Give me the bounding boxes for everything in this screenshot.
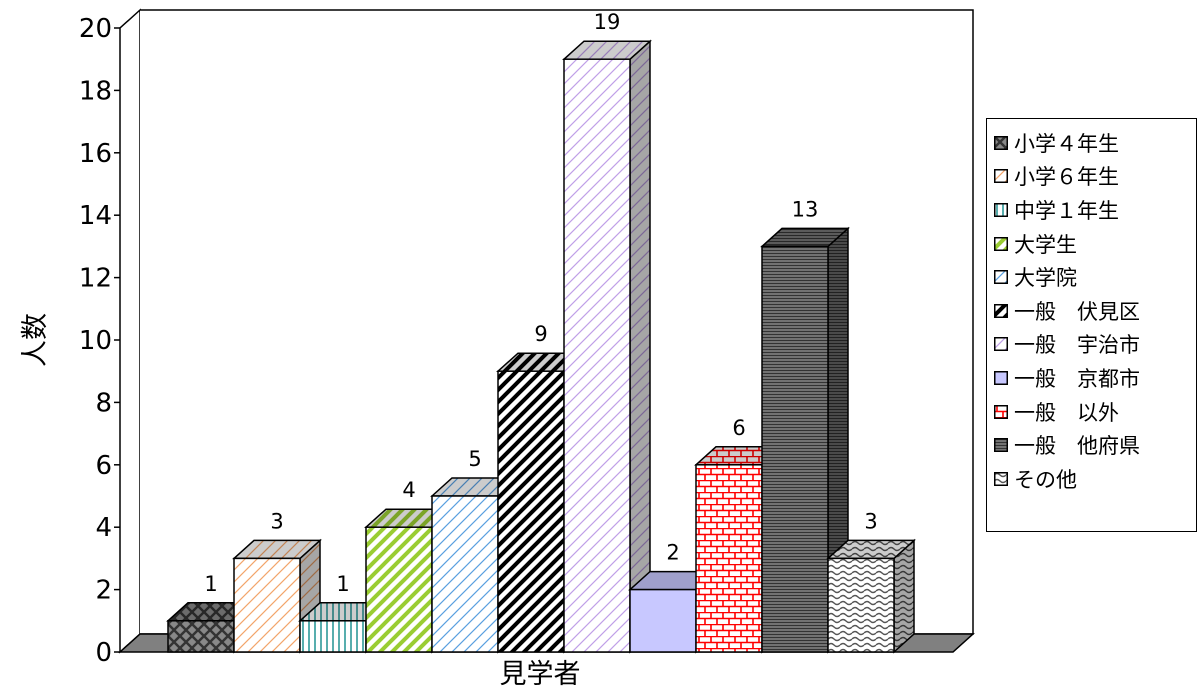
legend-label: 一般 宇治市 [1014, 333, 1140, 358]
legend-swatch [994, 471, 1008, 486]
legend-label: 小学６年生 [1014, 165, 1119, 190]
legend-swatch [994, 270, 1008, 285]
legend-item: 一般 伏見区 [994, 294, 1196, 328]
y-axis: 0 2 4 6 8 10 12 14 16 18 20 [79, 14, 120, 668]
legend-swatch [994, 337, 1008, 352]
y-tick-label: 16 [79, 139, 112, 169]
legend-label: 大学生 [1014, 232, 1077, 257]
legend-swatch [994, 303, 1008, 318]
data-label: 1 [204, 572, 217, 596]
legend-item: その他 [994, 462, 1196, 496]
legend-item: 一般 京都市 [994, 361, 1196, 395]
legend-label: 大学院 [1014, 266, 1077, 291]
legend-label: その他 [1014, 467, 1077, 492]
legend-swatch [994, 438, 1008, 453]
y-tick-label: 0 [95, 638, 112, 668]
legend: 小学４年生小学６年生中学１年生大学生大学院一般 伏見区 一般 宇治市 一般 京都市一… [986, 118, 1197, 532]
y-tick-label: 18 [79, 76, 112, 106]
bars [166, 39, 916, 654]
y-tick-label: 8 [95, 388, 112, 418]
legend-label: 一般 伏見区 [1014, 299, 1140, 324]
legend-label: 一般 他府県 [1014, 434, 1140, 459]
legend-item: 一般 他府県 [994, 428, 1196, 462]
data-label: 6 [732, 416, 745, 440]
data-label: 1 [336, 572, 349, 596]
x-axis-label: 見学者 [500, 659, 581, 690]
data-label: 5 [468, 447, 481, 471]
legend-swatch [994, 404, 1008, 419]
legend-item: 大学生 [994, 227, 1196, 261]
legend-label: 一般 京都市 [1014, 366, 1140, 391]
legend-item: 一般 以外 [994, 395, 1196, 429]
y-axis-label: 人数 [20, 313, 51, 367]
legend-swatch [994, 135, 1008, 150]
legend-item: 中学１年生 [994, 193, 1196, 227]
y-tick-label: 2 [95, 576, 112, 606]
data-label: 19 [594, 10, 621, 34]
y-tick-label: 20 [79, 14, 112, 44]
legend-label: 中学１年生 [1014, 198, 1119, 223]
data-label: 9 [534, 322, 547, 346]
legend-item: 一般 宇治市 [994, 328, 1196, 362]
data-label: 2 [666, 541, 679, 565]
y-tick-label: 4 [95, 513, 112, 543]
legend-item: 大学院 [994, 260, 1196, 294]
y-tick-label: 6 [95, 451, 112, 481]
legend-label: 小学４年生 [1014, 131, 1119, 156]
bar [562, 39, 652, 654]
legend-swatch [994, 370, 1008, 385]
data-label: 3 [270, 509, 283, 533]
legend-item: 小学４年生 [994, 126, 1196, 160]
data-label: 4 [402, 478, 415, 502]
legend-swatch [994, 236, 1008, 251]
data-label: 13 [792, 197, 819, 221]
data-label: 3 [864, 509, 877, 533]
y-tick-label: 10 [79, 326, 112, 356]
legend-label: 一般 以外 [1014, 400, 1119, 425]
bar [826, 538, 916, 654]
y-tick-label: 14 [79, 201, 112, 231]
legend-swatch [994, 202, 1008, 217]
legend-item: 小学６年生 [994, 160, 1196, 194]
y-tick-label: 12 [79, 264, 112, 294]
legend-swatch [994, 169, 1008, 184]
